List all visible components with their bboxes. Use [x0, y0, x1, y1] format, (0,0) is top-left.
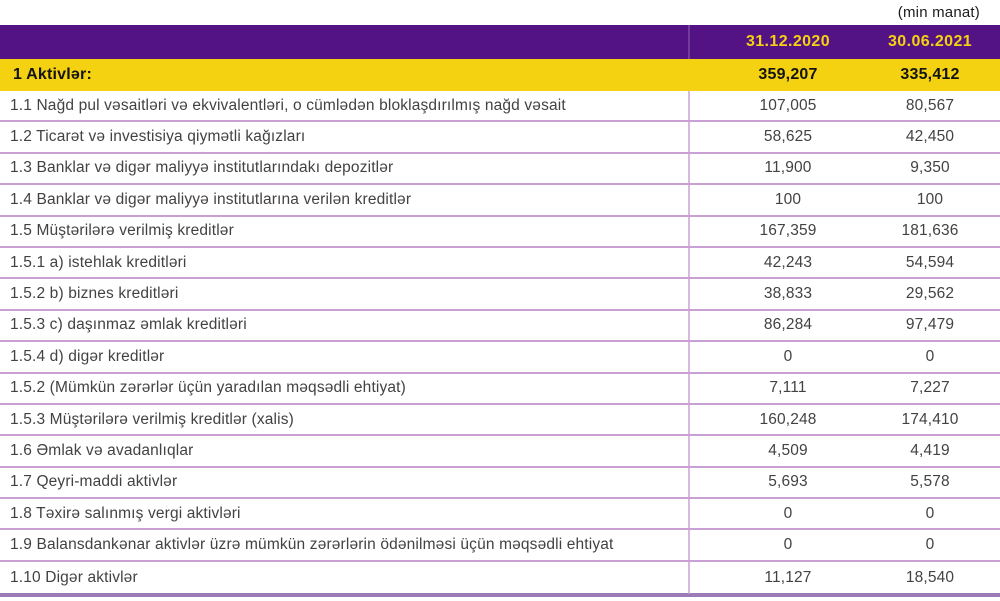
- row-label: 1.6 Əmlak və avadanlıqlar: [10, 441, 194, 459]
- row-value-2021: 7,227: [910, 379, 950, 397]
- row-value-2020: 4,509: [768, 441, 808, 459]
- row-value-2020: 0: [783, 536, 793, 554]
- row-value-2020: 167,359: [759, 222, 817, 240]
- total-row-value-2020: 359,207: [758, 66, 818, 83]
- table-row: 1.9 Balansdankənar aktivlər üzrə mümkün …: [0, 530, 1000, 562]
- row-label: 1.9 Balansdankənar aktivlər üzrə mümkün …: [10, 536, 614, 554]
- row-label: 1.8 Təxirə salınmış vergi aktivləri: [10, 504, 241, 522]
- row-value-2020: 7,111: [769, 379, 807, 397]
- row-value-2021: 0: [925, 347, 935, 365]
- table-row: 1.5.3 Müştərilərə verilmiş kreditlər (xa…: [0, 405, 1000, 437]
- table-row: 1.3 Banklar və digər maliyyə institutlar…: [0, 154, 1000, 186]
- row-label: 1.3 Banklar və digər maliyyə institutlar…: [10, 159, 394, 177]
- table-row: 1.1 Nağd pul vəsaitləri və ekvivalentlər…: [0, 91, 1000, 123]
- row-label: 1.10 Digər aktivlər: [10, 568, 138, 586]
- table-row: 1.10 Digər aktivlər 11,127 18,540: [0, 562, 1000, 593]
- column-header-2021: 30.06.2021: [888, 33, 973, 50]
- unit-note: (min manat): [897, 4, 980, 21]
- table-bottom-border: [0, 593, 1000, 598]
- total-row-value-2021: 335,412: [900, 66, 960, 83]
- row-value-2020: 100: [774, 190, 802, 208]
- row-label: 1.5.3 Müştərilərə verilmiş kreditlər (xa…: [10, 410, 294, 428]
- row-label: 1.5 Müştərilərə verilmiş kreditlər: [10, 222, 234, 240]
- row-value-2020: 160,248: [759, 410, 817, 428]
- table-row: 1.5.2 b) biznes kreditləri 38,833 29,562: [0, 279, 1000, 311]
- row-value-2021: 42,450: [905, 128, 955, 146]
- row-value-2020: 11,127: [764, 568, 812, 586]
- total-row-label: 1 Aktivlər:: [13, 66, 92, 83]
- row-value-2021: 54,594: [905, 253, 955, 271]
- table-row: 1.6 Əmlak və avadanlıqlar 4,509 4,419: [0, 436, 1000, 468]
- row-label: 1.4 Banklar və digər maliyyə institutlar…: [10, 190, 412, 208]
- row-value-2021: 18,540: [905, 568, 955, 586]
- row-value-2021: 0: [925, 536, 935, 554]
- row-value-2020: 11,900: [764, 159, 812, 177]
- table-row: 1.2 Ticarət və investisiya qiymətli kağı…: [0, 122, 1000, 154]
- table-row: 1.5.4 d) digər kreditlər 0 0: [0, 342, 1000, 374]
- table-body: 1.1 Nağd pul vəsaitləri və ekvivalentlər…: [0, 91, 1000, 593]
- row-value-2020: 58,625: [763, 128, 813, 146]
- table-row: 1.5.1 a) istehlak kreditləri 42,243 54,5…: [0, 248, 1000, 280]
- row-value-2020: 38,833: [763, 285, 813, 303]
- row-value-2021: 181,636: [901, 222, 959, 240]
- row-label: 1.5.1 a) istehlak kreditləri: [10, 253, 187, 271]
- table-row: 1.5.2 (Mümkün zərərlər üçün yaradılan mə…: [0, 374, 1000, 405]
- row-label: 1.2 Ticarət və investisiya qiymətli kağı…: [10, 128, 306, 146]
- table-row: 1.7 Qeyri-maddi aktivlər 5,693 5,578: [0, 468, 1000, 500]
- table-row: 1.8 Təxirə salınmış vergi aktivləri 0 0: [0, 499, 1000, 531]
- column-header-2020: 31.12.2020: [745, 33, 831, 50]
- total-assets-row: 1 Aktivlər: 359,207 335,412: [0, 59, 1000, 91]
- row-value-2021: 0: [925, 504, 935, 522]
- row-label: 1.5.2 (Mümkün zərərlər üçün yaradılan mə…: [10, 379, 406, 397]
- table-row: 1.5.3 c) daşınmaz əmlak kreditləri 86,28…: [0, 311, 1000, 343]
- row-value-2020: 0: [783, 504, 793, 522]
- row-value-2020: 42,243: [763, 253, 813, 271]
- row-value-2021: 80,567: [905, 96, 955, 114]
- row-value-2020: 107,005: [759, 96, 817, 114]
- row-label: 1.1 Nağd pul vəsaitləri və ekvivalentlər…: [10, 96, 566, 114]
- row-value-2021: 4,419: [910, 441, 950, 459]
- column-divider-header: [688, 25, 690, 59]
- row-label: 1.7 Qeyri-maddi aktivlər: [10, 473, 178, 491]
- column-divider: [688, 91, 690, 594]
- row-value-2021: 29,562: [905, 285, 955, 303]
- row-value-2021: 100: [916, 190, 944, 208]
- row-value-2021: 97,479: [905, 316, 955, 334]
- row-value-2020: 0: [783, 347, 793, 365]
- row-label: 1.5.2 b) biznes kreditləri: [10, 285, 179, 303]
- row-value-2021: 5,578: [910, 473, 950, 491]
- table-row: 1.4 Banklar və digər maliyyə institutlar…: [0, 185, 1000, 217]
- row-value-2020: 5,693: [768, 473, 808, 491]
- row-value-2021: 174,410: [901, 410, 959, 428]
- table-row: 1.5 Müştərilərə verilmiş kreditlər 167,3…: [0, 217, 1000, 248]
- row-label: 1.5.3 c) daşınmaz əmlak kreditləri: [10, 316, 247, 334]
- row-value-2020: 86,284: [763, 316, 813, 334]
- table-header-row: 31.12.2020 30.06.2021: [0, 25, 1000, 59]
- row-value-2021: 9,350: [910, 159, 950, 177]
- row-label: 1.5.4 d) digər kreditlər: [10, 347, 165, 365]
